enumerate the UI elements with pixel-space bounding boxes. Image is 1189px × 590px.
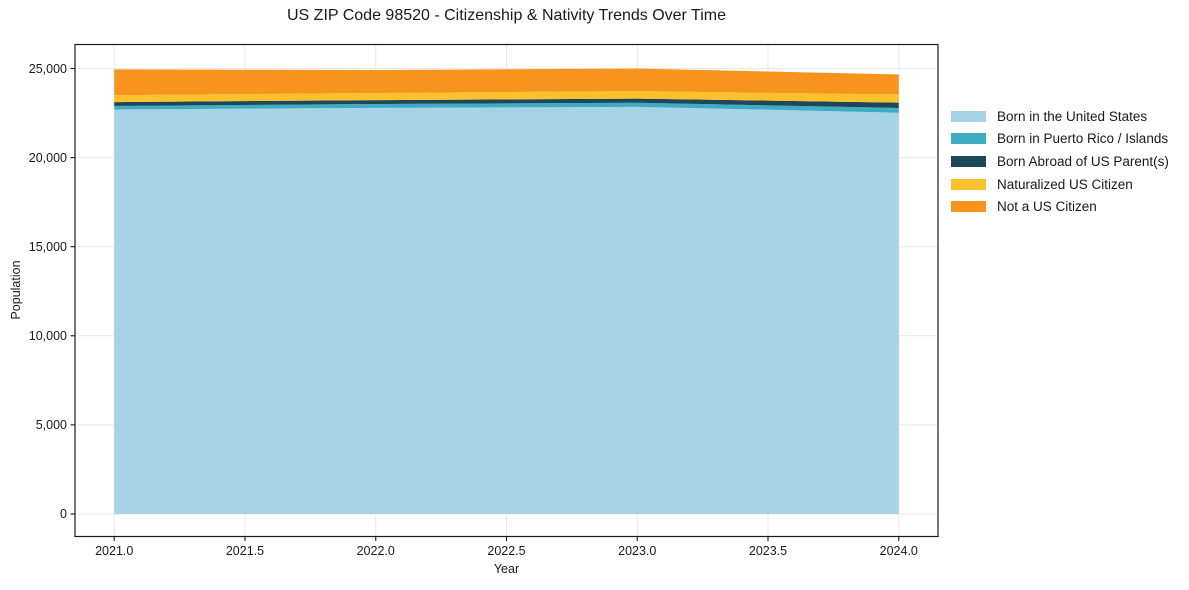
legend: Born in the United States Born in Puerto …	[951, 105, 1169, 218]
stacked-areas	[114, 68, 899, 514]
area-series	[114, 98, 899, 108]
legend-swatch-icon	[951, 178, 986, 190]
x-tick-label: 2023.5	[748, 544, 788, 558]
legend-item: Born in the United States	[951, 105, 1169, 128]
legend-label: Born in the United States	[997, 108, 1148, 124]
area-series	[114, 91, 899, 103]
x-axis-label: Year	[493, 562, 520, 576]
y-tick-label: 25,000	[28, 61, 67, 76]
chart-title: US ZIP Code 98520 - Citizenship & Nativi…	[287, 7, 726, 24]
legend-item: Born Abroad of US Parent(s)	[951, 150, 1169, 173]
legend-label: Naturalized US Citizen	[997, 176, 1133, 192]
y-tick-label: 10,000	[28, 328, 67, 343]
tick-marks	[70, 67, 900, 541]
x-tick-label: 2024.0	[879, 544, 918, 558]
y-tick-label: 20,000	[28, 150, 67, 165]
area-series	[114, 106, 899, 514]
x-tick-label: 2023.0	[618, 544, 657, 558]
legend-label: Born in Puerto Rico / Islands	[997, 131, 1169, 147]
legend-swatch-icon	[951, 133, 986, 145]
y-tick-label: 0	[60, 506, 67, 521]
area-series	[114, 68, 899, 96]
legend-swatch-icon	[951, 201, 986, 213]
x-tick-label: 2022.0	[356, 544, 395, 558]
legend-item: Born in Puerto Rico / Islands	[951, 128, 1169, 151]
legend-item: Not a US Citizen	[951, 195, 1169, 218]
legend-swatch-icon	[951, 110, 986, 122]
x-tick-label: 2021.5	[225, 544, 265, 558]
x-tick-label: 2022.5	[487, 544, 526, 558]
legend-label: Not a US Citizen	[997, 199, 1097, 215]
legend-swatch-icon	[951, 155, 986, 167]
x-tick-label: 2021.0	[95, 544, 134, 558]
area-series	[114, 102, 899, 113]
y-tick-label: 5,000	[35, 417, 67, 432]
y-tick-label: 15,000	[28, 239, 67, 254]
legend-label: Born Abroad of US Parent(s)	[997, 153, 1169, 169]
legend-item: Naturalized US Citizen	[951, 173, 1169, 196]
